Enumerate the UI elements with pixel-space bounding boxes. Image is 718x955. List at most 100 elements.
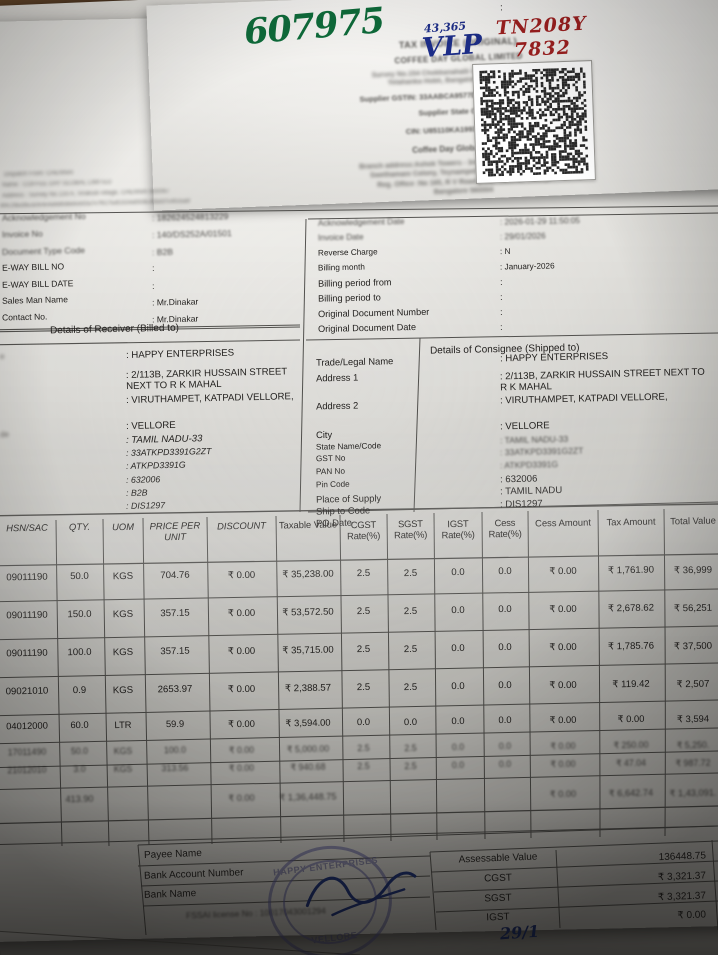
meta-left-label-6: Contact No. — [1, 311, 48, 323]
cell-r4-cgst: 0.0 — [356, 716, 371, 728]
meta-right-label-7: Original Document Date — [317, 321, 417, 335]
total-total: ₹ 1,43,091. — [669, 787, 717, 799]
cell-r6-cgst: 2.5 — [357, 761, 370, 772]
cell-r0-price: 704.76 — [160, 569, 190, 582]
cell-r4-cess_amt: ₹ 0.00 — [549, 713, 577, 726]
handwritten-vlp: VLP — [420, 28, 484, 65]
col-header-4: DISCOUNT — [216, 519, 267, 532]
meta-right-label-4: Billing period from — [317, 277, 392, 289]
receiver-value-1: : 2/113B, ZARKIR HUSSAIN STREET NEXT TO … — [125, 366, 288, 392]
cell-r6-cess_amt: ₹ 0.00 — [550, 758, 576, 770]
cell-r2-igst: 0.0 — [451, 642, 465, 655]
total-qty: 413.90 — [65, 794, 94, 805]
cell-r3-uom: KGS — [112, 684, 134, 696]
meta-left-value-5: : Mr.Dinakar — [151, 296, 199, 308]
cell-r4-cess_rate: 0.0 — [498, 714, 512, 726]
cell-r3-igst: 0.0 — [451, 680, 465, 693]
qr-code — [472, 60, 596, 184]
cell-r1-taxable: ₹ 53,572.50 — [282, 606, 334, 619]
cell-r6-hsn: 21012010 — [7, 764, 47, 776]
cell-r1-price: 357.15 — [160, 607, 190, 620]
cell-r5-total: ₹ 5,250. — [676, 739, 710, 750]
cell-r3-discount: ₹ 0.00 — [227, 683, 256, 695]
qr-code-pattern — [479, 67, 589, 177]
cell-r5-igst: 0.0 — [451, 741, 465, 753]
total-taxable: ₹ 1,36,448.75 — [279, 791, 337, 803]
consignee-label-0: Trade/Legal Name — [315, 355, 394, 368]
meta-right-label-2: Reverse Charge — [317, 247, 378, 258]
meta-right-value-7: : — [499, 321, 503, 333]
cell-r0-discount: ₹ 0.00 — [227, 569, 256, 581]
cell-r3-total: ₹ 2,507 — [676, 678, 710, 690]
cell-r3-cgst: 2.5 — [356, 682, 371, 694]
col-header-10: Cess Amount — [535, 515, 591, 529]
cell-r5-cess_amt: ₹ 0.00 — [550, 740, 576, 752]
cell-r3-cess_amt: ₹ 0.00 — [549, 679, 577, 692]
cell-r2-sgst: 2.5 — [403, 643, 418, 655]
cell-r1-tax_amt: ₹ 2,678.62 — [607, 602, 655, 615]
cell-r4-tax_amt: ₹ 0.00 — [617, 712, 645, 725]
cell-r3-cess_rate: 0.0 — [498, 680, 512, 692]
meta-right-value-3: : January-2026 — [499, 261, 555, 272]
meta-right-label-5: Billing period to — [317, 292, 381, 304]
cell-r1-discount: ₹ 0.00 — [227, 607, 256, 619]
cell-r6-uom: KGS — [113, 763, 133, 774]
cell-r0-tax_amt: ₹ 1,761.90 — [607, 564, 655, 577]
cell-r1-cgst: 2.5 — [356, 606, 371, 618]
col-header-12: Total Value — [670, 514, 716, 527]
cell-r0-taxable: ₹ 35,238.00 — [282, 568, 334, 581]
cell-r5-taxable: ₹ 5,000.00 — [286, 743, 330, 755]
cell-r4-uom: LTR — [114, 718, 132, 730]
cell-r4-igst: 0.0 — [451, 714, 465, 727]
cell-r0-igst: 0.0 — [451, 566, 465, 579]
cell-r0-hsn: 09011190 — [6, 571, 48, 584]
cell-r3-sgst: 2.5 — [403, 681, 418, 693]
col-header-1: QTY. — [68, 521, 91, 533]
cell-r0-cess_amt: ₹ 0.00 — [549, 565, 577, 578]
cell-r1-total: ₹ 56,251 — [673, 602, 713, 614]
meta-right-value-5: : — [499, 291, 503, 303]
meta-left-value-4: : — [151, 280, 155, 291]
consignee-label-4: State Name/Code — [315, 441, 382, 452]
col-header-8: IGST Rate(%) — [441, 517, 475, 540]
payee-label-2: Bank Name — [143, 888, 197, 901]
cell-r2-qty: 100.0 — [67, 647, 92, 659]
receiver-label-clipped-0: e — [0, 351, 5, 362]
consignee-label-7: Pin Code — [315, 479, 350, 490]
col-header-0: HSN/SAC — [6, 521, 48, 534]
meta-right-value-0: : 2026-01-29 11:50:05 — [499, 216, 581, 227]
cell-r6-total: ₹ 987.72 — [675, 757, 711, 768]
meta-left-value-2: : B2B — [151, 246, 174, 258]
cell-r6-qty: 3.0 — [73, 764, 86, 775]
col-header-7: SGST Rate(%) — [394, 517, 428, 541]
cell-r4-price: 59.9 — [165, 717, 185, 730]
meta-left-label-1: Invoice No — [1, 228, 43, 240]
meta-left-label-0: Acknowledgement No — [1, 211, 86, 223]
cell-r6-cess_rate: 0.0 — [498, 759, 512, 770]
meta-right-value-1: : 29/01/2026 — [499, 231, 546, 242]
cell-r3-qty: 0.9 — [72, 685, 87, 697]
cell-r1-cess_amt: ₹ 0.00 — [549, 603, 577, 616]
consignee-label-6: PAN No — [315, 466, 346, 477]
cell-r4-qty: 60.0 — [70, 719, 89, 731]
cell-r5-discount: ₹ 0.00 — [228, 744, 255, 755]
cell-r5-qty: 50.0 — [70, 746, 89, 757]
cell-r5-cess_rate: 0.0 — [498, 741, 512, 752]
meta-right-value-4: : — [499, 276, 503, 288]
handwritten-date: 29/1 — [499, 921, 540, 944]
cell-r6-taxable: ₹ 940.68 — [290, 761, 326, 773]
consignee-label-5: GST No — [315, 453, 346, 464]
cell-r2-cess_rate: 0.0 — [498, 642, 512, 654]
meta-right-label-0: Acknowledgement Date — [317, 217, 405, 228]
meta-left-label-4: E-WAY BILL DATE — [1, 278, 74, 290]
cell-r0-uom: KGS — [112, 570, 134, 582]
cell-r5-sgst: 2.5 — [404, 742, 417, 753]
meta-right-value-6: : — [499, 306, 503, 318]
total-discount: ₹ 0.00 — [228, 792, 255, 803]
receiver-label-clipped-1: de — [0, 429, 10, 440]
cell-r2-price: 357.15 — [160, 645, 190, 658]
cell-r6-tax_amt: ₹ 47.04 — [615, 757, 647, 769]
consignee-label-1: Address 1 — [315, 371, 359, 384]
total-tax_amt: ₹ 6,642.74 — [608, 787, 654, 799]
handwritten-vehicle-number-line2: 7832 — [513, 36, 572, 62]
